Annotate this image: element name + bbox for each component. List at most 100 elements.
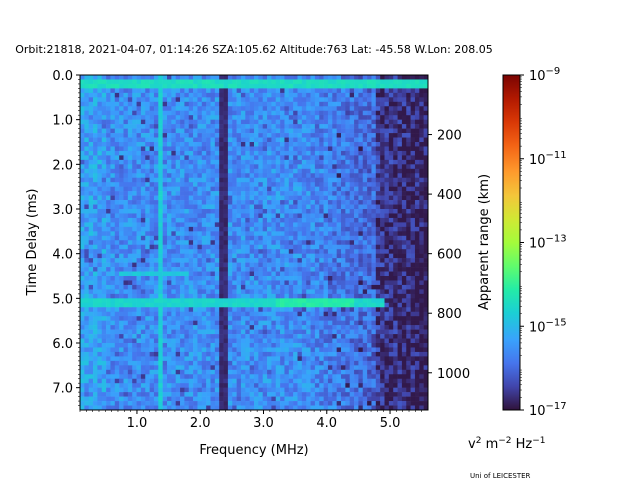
heatmap-cell <box>349 106 355 112</box>
heatmap-cell <box>136 311 142 317</box>
heatmap-cell <box>188 75 194 80</box>
heatmap-cell <box>132 334 137 339</box>
heatmap-cell <box>384 173 390 179</box>
heatmap-cell <box>114 311 120 317</box>
heatmap-cell <box>193 75 198 80</box>
heatmap-cell <box>349 173 355 179</box>
heatmap-cell <box>136 316 142 321</box>
heatmap-cell <box>301 88 307 94</box>
heatmap-cell <box>188 258 194 263</box>
heatmap-cell <box>88 79 94 85</box>
heatmap-cell <box>254 204 259 210</box>
heatmap-cell <box>393 106 398 112</box>
heatmap-cell <box>240 168 246 174</box>
heatmap-cell <box>367 258 372 263</box>
heatmap-cell <box>332 253 337 259</box>
heatmap-cell <box>414 106 420 112</box>
heatmap-cell <box>362 249 368 254</box>
heatmap-cell <box>301 133 307 138</box>
heatmap-cell <box>171 115 176 120</box>
heatmap-cell <box>380 267 385 272</box>
heatmap-cell <box>132 119 137 125</box>
heatmap-cell <box>341 182 346 187</box>
heatmap-cell <box>175 168 181 174</box>
heatmap-cell <box>123 79 129 85</box>
heatmap-cell <box>197 106 203 112</box>
heatmap-cell <box>106 133 111 138</box>
heatmap-cell <box>358 280 364 286</box>
heatmap-cell <box>380 173 385 179</box>
heatmap-cell <box>397 307 403 313</box>
heatmap-cell <box>167 182 172 187</box>
heatmap-cell <box>210 334 216 339</box>
heatmap-cell <box>410 338 416 344</box>
heatmap-cell <box>101 101 107 107</box>
heatmap-cell <box>419 177 424 183</box>
heatmap-cell <box>323 226 329 232</box>
heatmap-cell <box>249 302 255 308</box>
heatmap-cell <box>149 222 155 228</box>
heatmap-cell <box>101 204 107 210</box>
heatmap-cell <box>80 182 85 187</box>
heatmap-cell <box>114 204 120 210</box>
heatmap-cell <box>249 146 255 152</box>
heatmap-cell <box>197 164 203 170</box>
heatmap-cell <box>93 75 98 80</box>
heatmap-cell <box>132 298 137 304</box>
heatmap-cell <box>188 267 194 272</box>
heatmap-cell <box>349 235 355 241</box>
heatmap-cell <box>267 142 272 147</box>
heatmap-cell <box>345 307 350 313</box>
heatmap-cell <box>175 289 181 295</box>
heatmap-cell <box>314 164 320 170</box>
heatmap-cell <box>127 142 133 147</box>
heatmap-cell <box>267 258 272 263</box>
heatmap-cell <box>123 329 129 335</box>
heatmap-cell <box>258 88 263 94</box>
heatmap-cell <box>319 311 324 317</box>
heatmap-cell <box>384 249 390 254</box>
heatmap-cell <box>140 316 146 321</box>
heatmap-cell <box>153 231 159 237</box>
heatmap-cell <box>188 146 194 152</box>
heatmap-cell <box>110 320 116 326</box>
heatmap-cell <box>84 334 89 339</box>
heatmap-cell <box>254 83 259 89</box>
heatmap-cell <box>262 240 268 246</box>
heatmap-cell <box>97 115 103 120</box>
heatmap-cell <box>206 276 211 281</box>
heatmap-cell <box>271 195 277 201</box>
heatmap-cell <box>201 325 207 330</box>
heatmap-cell <box>153 244 159 250</box>
heatmap-cell <box>314 92 320 98</box>
heatmap-cell <box>167 186 172 192</box>
heatmap-cell <box>419 101 424 107</box>
heatmap-cell <box>345 106 350 112</box>
heatmap-cell <box>132 262 137 268</box>
heatmap-cell <box>101 334 107 339</box>
heatmap-cell <box>388 338 394 344</box>
heatmap-cell <box>358 316 364 321</box>
heatmap-cell <box>319 222 324 228</box>
heatmap-cell <box>362 276 368 281</box>
heatmap-cell <box>127 334 133 339</box>
heatmap-cell <box>341 204 346 210</box>
heatmap-cell <box>158 173 163 179</box>
heatmap-cell <box>271 293 277 299</box>
heatmap-cell <box>127 293 133 299</box>
heatmap-cell <box>197 316 203 321</box>
heatmap-cell <box>240 258 246 263</box>
heatmap-cell <box>393 240 398 246</box>
heatmap-cell <box>375 115 381 120</box>
heatmap-cell <box>262 186 268 192</box>
heatmap-cell <box>341 191 346 196</box>
heatmap-cell <box>258 83 263 89</box>
heatmap-cell <box>323 280 329 286</box>
heatmap-cell <box>367 329 372 335</box>
heatmap-cell <box>136 267 142 272</box>
heatmap-cell <box>271 182 277 187</box>
heatmap-cell <box>401 177 407 183</box>
heatmap-cell <box>223 204 229 210</box>
heatmap-cell <box>271 115 277 120</box>
heatmap-cell <box>362 142 368 147</box>
